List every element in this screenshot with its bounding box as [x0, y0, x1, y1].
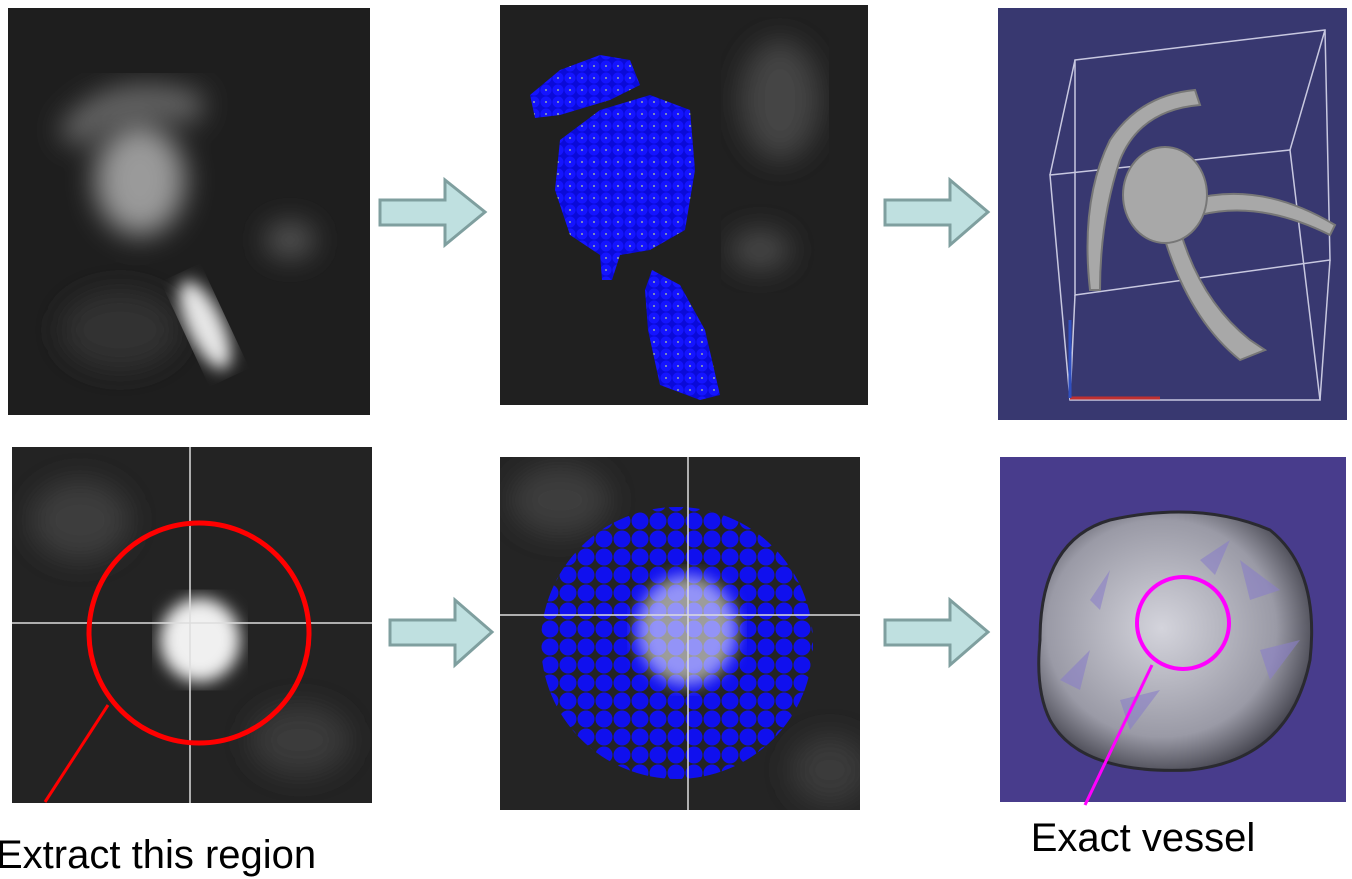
figure: Extract this region Exact vessel [0, 0, 1352, 879]
annotation: Exact vessel [1031, 816, 1256, 860]
annotation: Extract this region [0, 833, 316, 877]
3d-render [998, 8, 1347, 420]
cross-section [12, 447, 372, 803]
segmented-slice [500, 5, 868, 405]
sampled-points [500, 457, 870, 810]
diagram: Extract this region Exact vessel [0, 0, 1352, 879]
vessel-surface [1000, 457, 1346, 802]
mri-slice [8, 8, 370, 415]
